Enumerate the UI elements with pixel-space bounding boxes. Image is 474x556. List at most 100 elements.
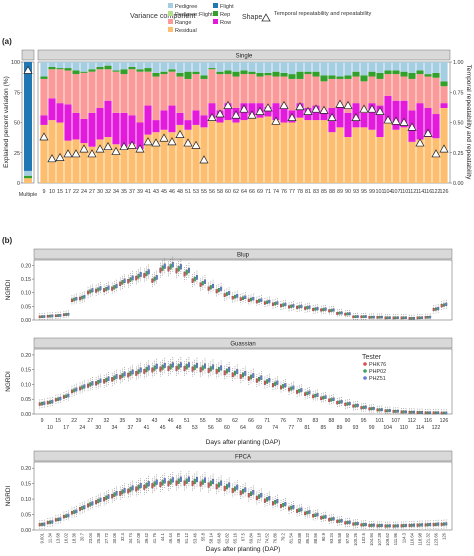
box-phk76: [119, 281, 122, 286]
bar-segment-residual: [304, 120, 312, 183]
box-phk76: [62, 514, 65, 519]
box-phz51: [413, 410, 416, 414]
repeatability-marker: [287, 112, 297, 122]
box-php02: [97, 380, 100, 385]
bar-segment-row: [72, 112, 80, 140]
x-tick-label: 74: [273, 189, 279, 195]
bar-segment-pedigree: [296, 62, 304, 72]
box-php02: [242, 296, 245, 300]
x-tick-label: 10: [49, 189, 55, 195]
x-tick-label: 35: [121, 189, 127, 195]
bar-segment-residual: [64, 140, 72, 183]
box-phk76: [424, 316, 427, 319]
x-tick-label: 122: [432, 189, 441, 195]
x-tick-label: 20.7: [80, 532, 85, 541]
x-tick-label: 15: [57, 189, 63, 195]
bar-segment-row: [264, 106, 272, 117]
box-phz51: [324, 515, 327, 519]
tester-title: Tester: [362, 354, 382, 361]
box-php02: [201, 365, 204, 371]
x-tick-label: 122: [432, 425, 441, 431]
x-tick-label: 22: [71, 418, 77, 424]
box-phk76: [127, 372, 130, 378]
repeatability-marker: [343, 100, 353, 109]
bar-segment-residual: [272, 120, 280, 183]
box-phk76: [344, 312, 347, 316]
x-tick-label: 81.54: [289, 532, 294, 543]
bar-segment-pedigree: [200, 62, 208, 76]
multiple-strip: [21, 49, 35, 61]
bar-segment-range: [128, 69, 136, 116]
box-phk76: [87, 383, 90, 388]
bar-segment-rep: [176, 72, 184, 77]
x-tick-label: 55: [201, 189, 207, 195]
y-tick-label: 25: [14, 151, 20, 157]
x-tick-label: 107.28: [377, 532, 382, 545]
box-php02: [169, 479, 172, 485]
box-php02: [426, 523, 429, 527]
box-php02: [338, 400, 341, 404]
bar-segment-residual: [128, 144, 136, 183]
box-php02: [169, 264, 172, 270]
box-phz51: [445, 411, 448, 415]
x-tick-label: 27.72: [104, 532, 109, 543]
box-php02: [298, 305, 301, 309]
bar-segment-range: [64, 70, 72, 105]
repeatability-marker: [71, 149, 81, 158]
box-php02: [370, 316, 373, 319]
bar-segment-pedigree: [104, 62, 112, 66]
bar-segment-residual: [256, 117, 264, 183]
box-php02: [209, 480, 212, 486]
box-phk76: [103, 497, 106, 502]
box-phk76: [95, 500, 98, 505]
box-phk76: [400, 524, 403, 528]
bar-segment-residual: [208, 117, 216, 183]
box-phk76: [247, 376, 250, 381]
box-phk76: [191, 480, 194, 486]
bar-segment-pedigree: [272, 62, 280, 72]
box-phk76: [95, 288, 98, 293]
bar-segment-residual: [288, 122, 296, 183]
x-tick-label: 89: [337, 425, 343, 431]
x-tick-label: 86.22: [305, 532, 310, 543]
box-phk76: [183, 480, 186, 486]
box-phz51: [244, 487, 247, 493]
bar-segment-residual: [144, 134, 152, 183]
box-phk76: [336, 401, 339, 405]
x-tick-label: 107: [391, 418, 400, 424]
bar-segment-rep: [184, 71, 192, 79]
x-tick-label: 111.96: [393, 532, 398, 545]
x-tick-label: 114: [416, 425, 424, 431]
box-phk76: [376, 316, 379, 319]
box-phz51: [187, 362, 190, 368]
box-phk76: [296, 390, 299, 394]
x-tick-label: 46.44: [168, 532, 173, 543]
box-php02: [217, 288, 220, 292]
x-tick-label: 85: [321, 189, 327, 195]
box-phk76: [231, 488, 234, 493]
x-tick-label: 76: [280, 418, 286, 424]
box-phz51: [380, 524, 383, 527]
bar-segment-pedigree: [424, 62, 432, 75]
x-tick-label: 72.18: [257, 532, 262, 543]
box-php02: [161, 480, 164, 486]
box-phk76: [87, 290, 90, 295]
box-phz51: [316, 393, 319, 397]
box-php02: [362, 406, 365, 409]
bar-segment-residual: [112, 144, 120, 183]
box-phz51: [437, 522, 440, 526]
bar-segment-residual: [88, 146, 96, 183]
box-phz51: [212, 283, 215, 289]
panel-strip-label: Blup: [237, 253, 250, 259]
box-phz51: [308, 305, 311, 309]
box-phz51: [212, 364, 215, 370]
bar-segment-range: [224, 74, 232, 104]
legend-label: Residual: [175, 28, 197, 34]
x-tick-label: 104: [384, 189, 393, 195]
repeatability-marker: [63, 149, 73, 158]
legend-swatch-row: [213, 19, 218, 24]
box-php02: [121, 373, 124, 378]
legend-shape-label: Temporal repeatability and repeatability: [274, 11, 372, 17]
box-phk76: [223, 293, 226, 297]
x-tick-label: 58: [216, 418, 222, 424]
